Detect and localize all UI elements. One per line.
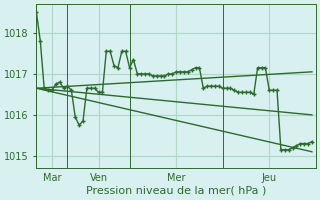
X-axis label: Pression niveau de la mer( hPa ): Pression niveau de la mer( hPa ) [86, 186, 266, 196]
